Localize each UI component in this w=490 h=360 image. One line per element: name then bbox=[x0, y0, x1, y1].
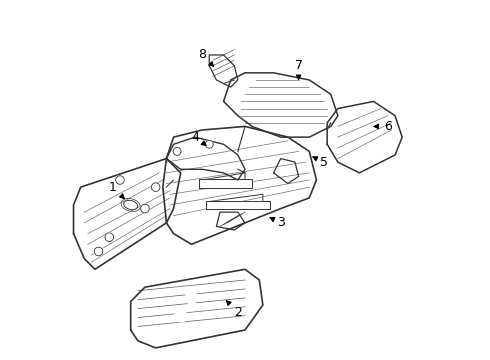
Circle shape bbox=[94, 247, 103, 256]
Circle shape bbox=[185, 292, 198, 304]
Circle shape bbox=[141, 204, 149, 213]
Text: 7: 7 bbox=[294, 59, 303, 80]
Circle shape bbox=[105, 233, 114, 242]
Text: 4: 4 bbox=[191, 131, 206, 145]
Text: 2: 2 bbox=[226, 301, 242, 319]
Text: 3: 3 bbox=[270, 216, 285, 229]
Ellipse shape bbox=[123, 200, 138, 210]
Circle shape bbox=[205, 140, 213, 148]
Circle shape bbox=[173, 148, 181, 156]
Circle shape bbox=[116, 176, 124, 184]
Text: 1: 1 bbox=[109, 181, 124, 199]
Circle shape bbox=[174, 309, 187, 322]
Text: 5: 5 bbox=[313, 156, 328, 168]
Circle shape bbox=[151, 183, 160, 192]
Text: 8: 8 bbox=[198, 49, 214, 66]
Polygon shape bbox=[198, 179, 252, 188]
Text: 6: 6 bbox=[374, 120, 392, 133]
Polygon shape bbox=[206, 202, 270, 208]
